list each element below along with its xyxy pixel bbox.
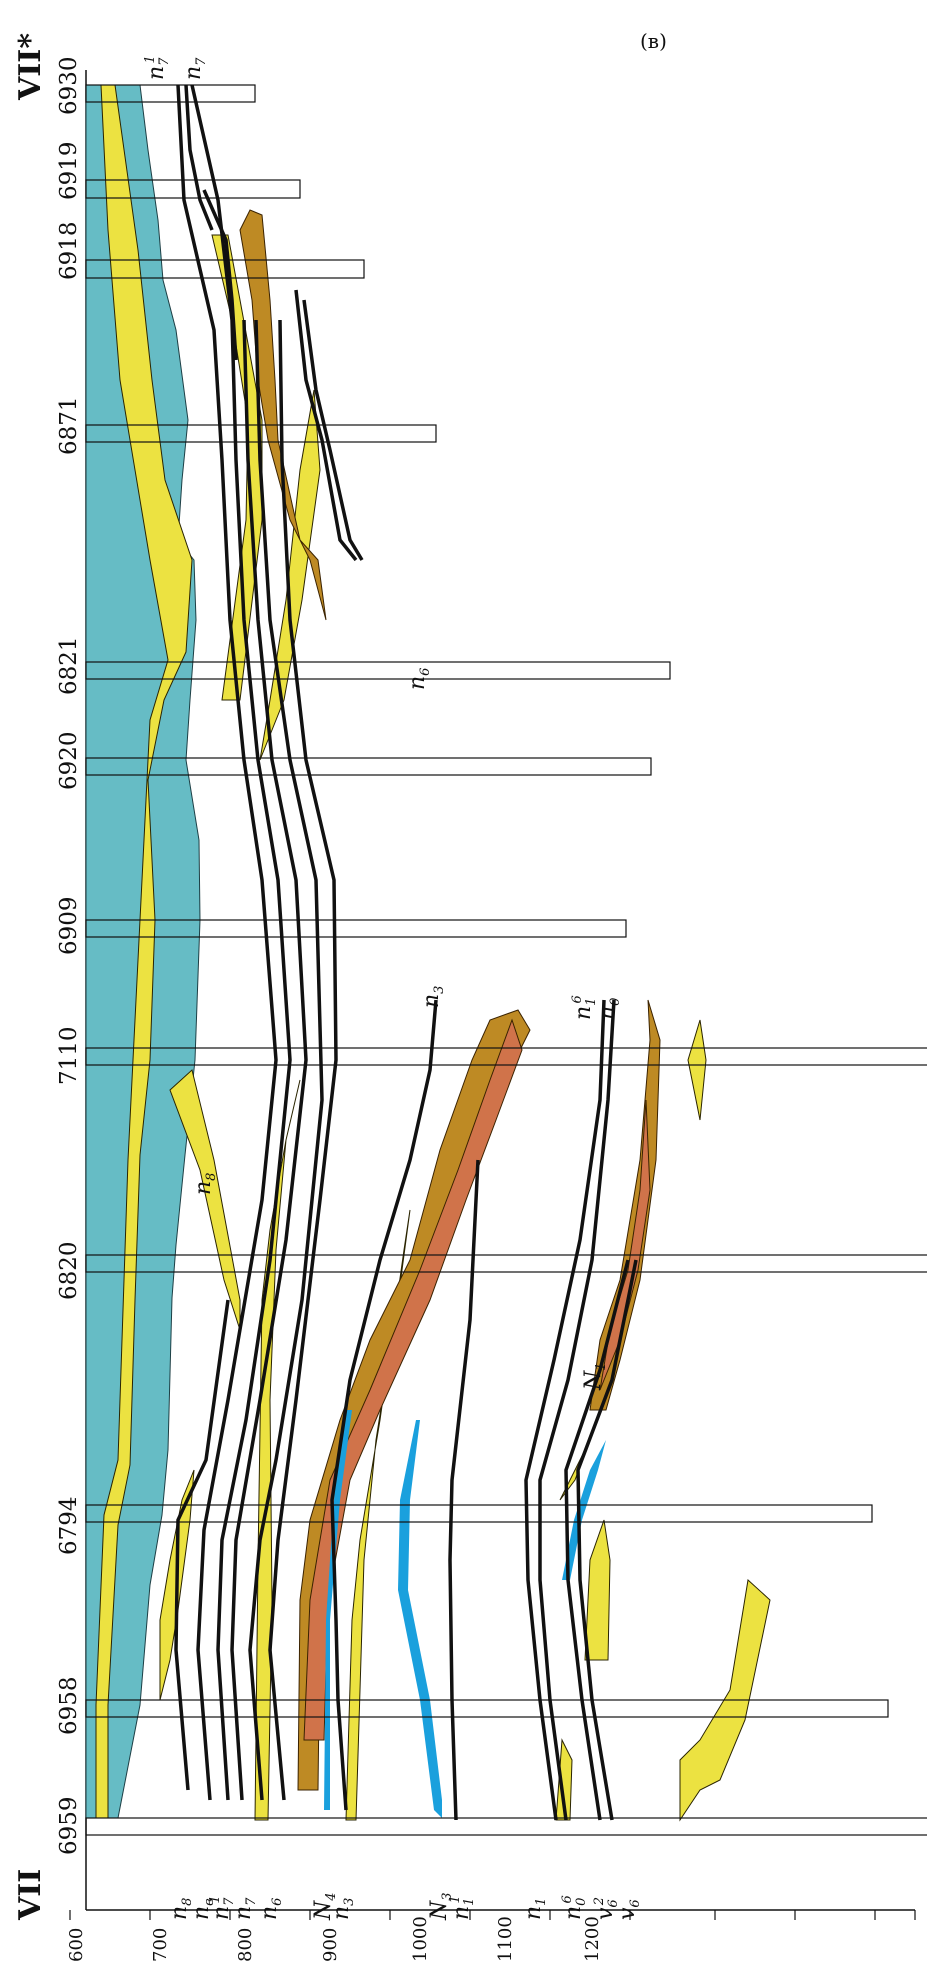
- well-column: [85, 1047, 927, 1066]
- seam-label-inner: n16: [570, 995, 599, 1020]
- seam-n6: [248, 319, 324, 1801]
- well-column: [85, 757, 652, 776]
- seam-n6b: [268, 319, 338, 1801]
- well-7110: 7110: [56, 1026, 927, 1085]
- depth-tick-label: 700: [150, 1928, 171, 1962]
- seam-n8: [174, 1299, 230, 1791]
- section-end-label: VII*: [13, 33, 48, 101]
- sand-lens-11: [584, 1519, 611, 1661]
- well-name: 7110: [56, 1026, 82, 1085]
- well-6959: 6959: [56, 1796, 927, 1855]
- well-name: 6794: [56, 1496, 82, 1555]
- sand-lens-3: [169, 1069, 241, 1331]
- seam-label-left: n3: [329, 1898, 357, 1920]
- well-column: [85, 1699, 889, 1718]
- well-name: 6919: [56, 141, 82, 200]
- well-6958: 6958: [56, 1676, 889, 1735]
- well-column: [85, 661, 671, 680]
- well-6821: 6821: [56, 636, 671, 695]
- seam-label-left: n6: [257, 1898, 285, 1920]
- coal-seam-lines: [174, 84, 638, 1821]
- well-column: [85, 84, 256, 103]
- coal-band-main: [297, 1009, 531, 1791]
- seam-label-left: n1: [521, 1898, 549, 1920]
- well-column: [85, 1254, 927, 1273]
- sand-lens-top: [95, 84, 193, 1819]
- well-6918: 6918: [56, 221, 365, 280]
- sandstone-lenses: [95, 84, 771, 1822]
- seam-label-left: N4: [311, 1892, 339, 1921]
- seam-right-a: [294, 289, 358, 562]
- panel-label: (в): [640, 29, 667, 53]
- seam-n3: [330, 999, 438, 1811]
- water-seam-n3: [398, 1420, 442, 1818]
- well-name: 6918: [56, 221, 82, 280]
- seam-v6-2: [564, 1259, 630, 1821]
- seam-label-inner: n6: [405, 668, 433, 690]
- seam-n0: [538, 999, 616, 1821]
- well-6794: 6794: [56, 1496, 873, 1555]
- seam-upper-b: [202, 189, 238, 361]
- well-name: 6820: [56, 1241, 82, 1300]
- depth-tick-label: 1100: [495, 1916, 516, 1962]
- seam-right-b: [302, 299, 364, 561]
- well-column: [85, 259, 365, 279]
- seam-label-inner: n0: [595, 998, 623, 1020]
- seam-label-left: n8: [167, 1898, 195, 1920]
- seam-label-left: nв: [189, 1898, 217, 1920]
- well-name: 6871: [56, 396, 82, 455]
- depth-tick-label: 600: [66, 1928, 87, 1962]
- seam-nv: [176, 84, 278, 1801]
- seam-label-left: N3: [427, 1892, 455, 1921]
- well-6920: 6920: [56, 731, 652, 790]
- sand-lens-12: [687, 1019, 707, 1121]
- well-name: 6821: [56, 636, 82, 695]
- well-6919: 6919: [56, 141, 301, 200]
- seam-label-inner: n8: [191, 1173, 219, 1195]
- well-6909: 6909: [56, 896, 627, 955]
- well-column: [85, 1817, 927, 1836]
- depth-tick-label: 1000: [410, 1916, 431, 1962]
- section-start-label: VII: [13, 1869, 48, 1921]
- water-seam-n1: [562, 1440, 606, 1580]
- well-6871: 6871: [56, 396, 437, 455]
- well-column: [85, 1504, 873, 1523]
- water-seam-n4: [324, 1410, 352, 1810]
- seam-label-left: v62: [592, 1897, 621, 1920]
- seam-label-left: n71: [208, 1895, 237, 1920]
- sand-lens-7: [345, 1209, 411, 1821]
- seam-label-inner: N1: [581, 1362, 609, 1391]
- seam-v6: [576, 1259, 638, 1821]
- seam-n1-1: [448, 1159, 480, 1821]
- depth-tick-label: 900: [320, 1928, 341, 1962]
- seam-label-inner: n71: [143, 55, 172, 80]
- seam-label-inner: n3: [419, 986, 447, 1008]
- well-column: [85, 919, 627, 938]
- depth-tick-label: 1200: [582, 1916, 603, 1962]
- seam-n7: [230, 319, 308, 1801]
- seam-label-left: n06: [560, 1895, 589, 1920]
- seam-n1: [524, 999, 606, 1821]
- well-name: 6909: [56, 896, 82, 955]
- seam-label-left: n11: [448, 1895, 477, 1920]
- depth-tick-label: 800: [235, 1928, 256, 1962]
- seam-label-inner: n7: [181, 57, 209, 80]
- well-name: 6930: [56, 56, 82, 115]
- seam-label-left: v6: [615, 1899, 643, 1920]
- water-seams: [324, 1410, 606, 1818]
- well-name: 6958: [56, 1676, 82, 1735]
- well-6820: 6820: [56, 1241, 927, 1300]
- well-column: [85, 179, 301, 199]
- well-name: 6920: [56, 731, 82, 790]
- coal-band-upper: [239, 209, 327, 621]
- seam-label-left: n7: [231, 1897, 259, 1920]
- well-column: [85, 424, 437, 443]
- seam-upper-a: [184, 84, 214, 231]
- well-6930: 6930: [56, 56, 256, 115]
- well-name: 6959: [56, 1796, 82, 1855]
